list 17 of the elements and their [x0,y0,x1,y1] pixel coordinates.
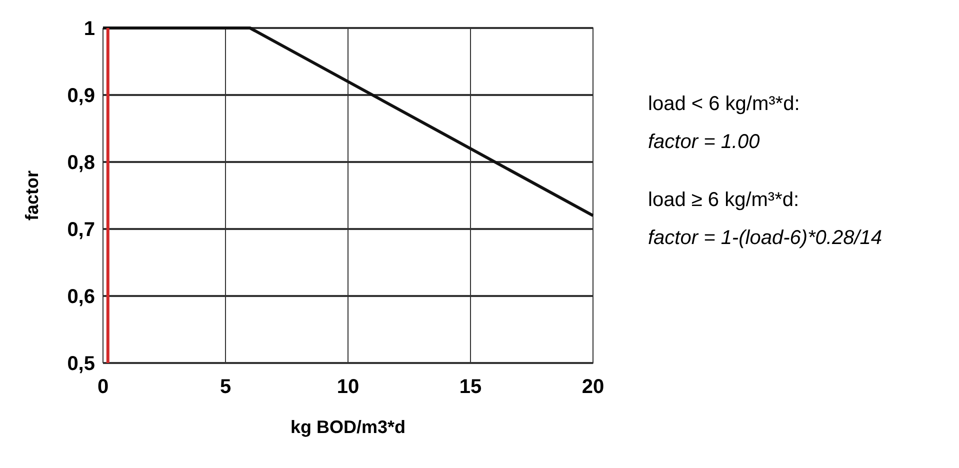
y-tick-label: 0,6 [67,286,95,308]
y-tick-label: 0,5 [67,353,95,375]
y-tick-label: 0,9 [67,85,95,107]
y-tick-label: 0,7 [67,219,95,241]
y-tick-label: 0,8 [67,152,95,174]
y-tick-label: 1 [84,18,95,40]
x-tick-label: 0 [97,376,109,398]
text: factor = 1.00 [648,131,760,153]
text: load < 6 kg/m³*d: [648,93,800,115]
text: factor = 1-(load-6)*0.28/14 [648,227,882,249]
x-tick-label: 15 [459,376,482,398]
x-axis-title: kg BOD/m3*d [290,417,406,437]
x-tick-label: 10 [336,376,360,398]
y-axis-title: factor [22,170,42,221]
x-tick-label: 20 [582,376,604,398]
text: load ≥ 6 kg/m³*d: [648,189,800,211]
x-tick-label: 5 [220,376,232,398]
